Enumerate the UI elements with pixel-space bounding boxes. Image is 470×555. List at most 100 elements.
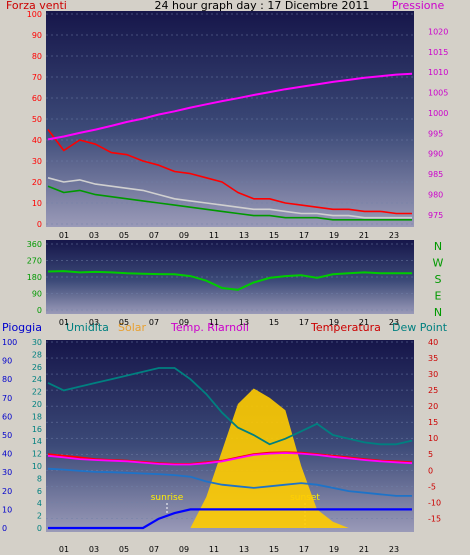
- compass-label: S: [435, 273, 442, 286]
- x-tick-label: 05: [119, 318, 129, 327]
- x-tick-label: 05: [119, 545, 129, 554]
- pressure-tick-label: 1005: [428, 89, 448, 98]
- x-tick-label: 19: [329, 318, 339, 327]
- wind-tick-label: 60: [32, 94, 42, 103]
- humidity-tick-label: 30: [32, 338, 42, 347]
- temp-tick-label: -5: [428, 482, 436, 491]
- humidity-tick-label: 2: [37, 512, 42, 521]
- temp-tick-label: 25: [428, 386, 438, 395]
- rain-tick-label: 80: [2, 375, 12, 384]
- compass-label: W: [433, 257, 444, 270]
- x-tick-label: 07: [149, 231, 159, 240]
- x-tick-label: 01: [59, 231, 69, 240]
- rain-tick-label: 10: [2, 505, 12, 514]
- x-tick-label: 09: [179, 545, 189, 554]
- pressure-tick-label: 1000: [428, 109, 448, 118]
- wind-series-avg: [47, 177, 412, 219]
- humidity-tick-label: 28: [32, 350, 42, 359]
- x-tick-label: 15: [269, 318, 279, 327]
- humidity-label: Umidita: [66, 321, 109, 334]
- temp-tick-label: -10: [428, 498, 441, 507]
- temperature-label: Temperatura: [310, 321, 381, 334]
- wind-tick-label: 80: [32, 52, 42, 61]
- temp-series-dew: [47, 467, 412, 497]
- wind-series-pressure: [47, 72, 413, 141]
- x-tick-label: 01: [59, 318, 69, 327]
- rain-tick-label: 40: [2, 450, 12, 459]
- x-tick-label: 23: [389, 231, 399, 240]
- x-tick-label: 21: [359, 318, 369, 327]
- x-tick-label: 15: [269, 545, 279, 554]
- rain-tick-label: 50: [2, 431, 12, 440]
- x-tick-label: 17: [299, 318, 309, 327]
- rain-tick-label: 20: [2, 487, 12, 496]
- x-tick-label: 17: [299, 545, 309, 554]
- pressure-tick-label: 1010: [428, 68, 448, 77]
- pressure-tick-label: 1015: [428, 48, 448, 57]
- humidity-tick-label: 20: [32, 400, 42, 409]
- x-tick-label: 11: [209, 545, 219, 554]
- direction-tick-label: 180: [27, 273, 42, 282]
- x-tick-label: 09: [179, 231, 189, 240]
- rain-tick-label: 70: [2, 394, 12, 403]
- x-tick-label: 19: [329, 231, 339, 240]
- apparent-temp-label: Temp. Riarnoli: [170, 321, 249, 334]
- x-tick-label: 07: [149, 318, 159, 327]
- x-tick-label: 21: [359, 545, 369, 554]
- humidity-tick-label: 18: [32, 412, 42, 421]
- temp-series-rain: [48, 508, 412, 530]
- humidity-tick-label: 26: [32, 363, 42, 372]
- compass-label: N: [434, 306, 442, 319]
- pressure-tick-label: 990: [428, 150, 443, 159]
- wind-tick-label: 0: [37, 220, 42, 229]
- x-tick-label: 13: [239, 318, 249, 327]
- direction-tick-label: 0: [37, 306, 42, 315]
- pressure-axis-label: Pressione: [392, 0, 445, 12]
- compass-label: E: [435, 290, 442, 303]
- temp-tick-label: 10: [428, 434, 438, 443]
- humidity-tick-label: 14: [32, 437, 42, 446]
- wind-tick-label: 50: [32, 115, 42, 124]
- x-tick-label: 11: [209, 318, 219, 327]
- humidity-tick-label: 24: [32, 375, 42, 384]
- direction-tick-label: 270: [27, 257, 42, 266]
- wind-axis-label: Forza venti: [6, 0, 67, 12]
- wind-tick-label: 10: [32, 199, 42, 208]
- wind-tick-label: 20: [32, 178, 42, 187]
- humidity-tick-label: 22: [32, 388, 42, 397]
- temp-tick-label: 0: [428, 466, 433, 475]
- compass-label: N: [434, 240, 442, 253]
- temp-tick-label: 15: [428, 418, 438, 427]
- wind-tick-label: 90: [32, 31, 42, 40]
- humidity-tick-label: 6: [37, 487, 42, 496]
- direction-tick-label: 360: [27, 240, 42, 249]
- wind-series-wind: [47, 185, 412, 221]
- humidity-tick-label: 12: [32, 450, 42, 459]
- temp-series-apparent: [47, 452, 413, 466]
- x-tick-label: 15: [269, 231, 279, 240]
- x-tick-label: 23: [389, 545, 399, 554]
- temp-tick-label: 40: [428, 338, 438, 347]
- humidity-tick-label: 4: [37, 499, 42, 508]
- x-tick-label: 13: [239, 231, 249, 240]
- temp-tick-label: -15: [428, 514, 441, 523]
- x-tick-label: 07: [149, 545, 159, 554]
- x-tick-label: 17: [299, 231, 309, 240]
- direction-series-direction: [47, 270, 412, 291]
- sunrise-label: sunrise: [151, 493, 184, 503]
- pressure-tick-label: 1020: [428, 27, 448, 36]
- rain-tick-label: 90: [2, 357, 12, 366]
- dew-point-label: Dew Point: [392, 321, 448, 334]
- wind-tick-label: 100: [27, 10, 42, 19]
- temp-tick-label: 5: [428, 450, 433, 459]
- pressure-tick-label: 985: [428, 170, 443, 179]
- x-tick-label: 23: [389, 318, 399, 327]
- x-tick-label: 01: [59, 545, 69, 554]
- rain-tick-label: 60: [2, 412, 12, 421]
- temp-series-humidity: [47, 367, 413, 446]
- wind-tick-label: 30: [32, 157, 42, 166]
- humidity-tick-label: 8: [37, 474, 42, 483]
- pressure-tick-label: 995: [428, 129, 443, 138]
- pressure-tick-label: 975: [428, 211, 443, 220]
